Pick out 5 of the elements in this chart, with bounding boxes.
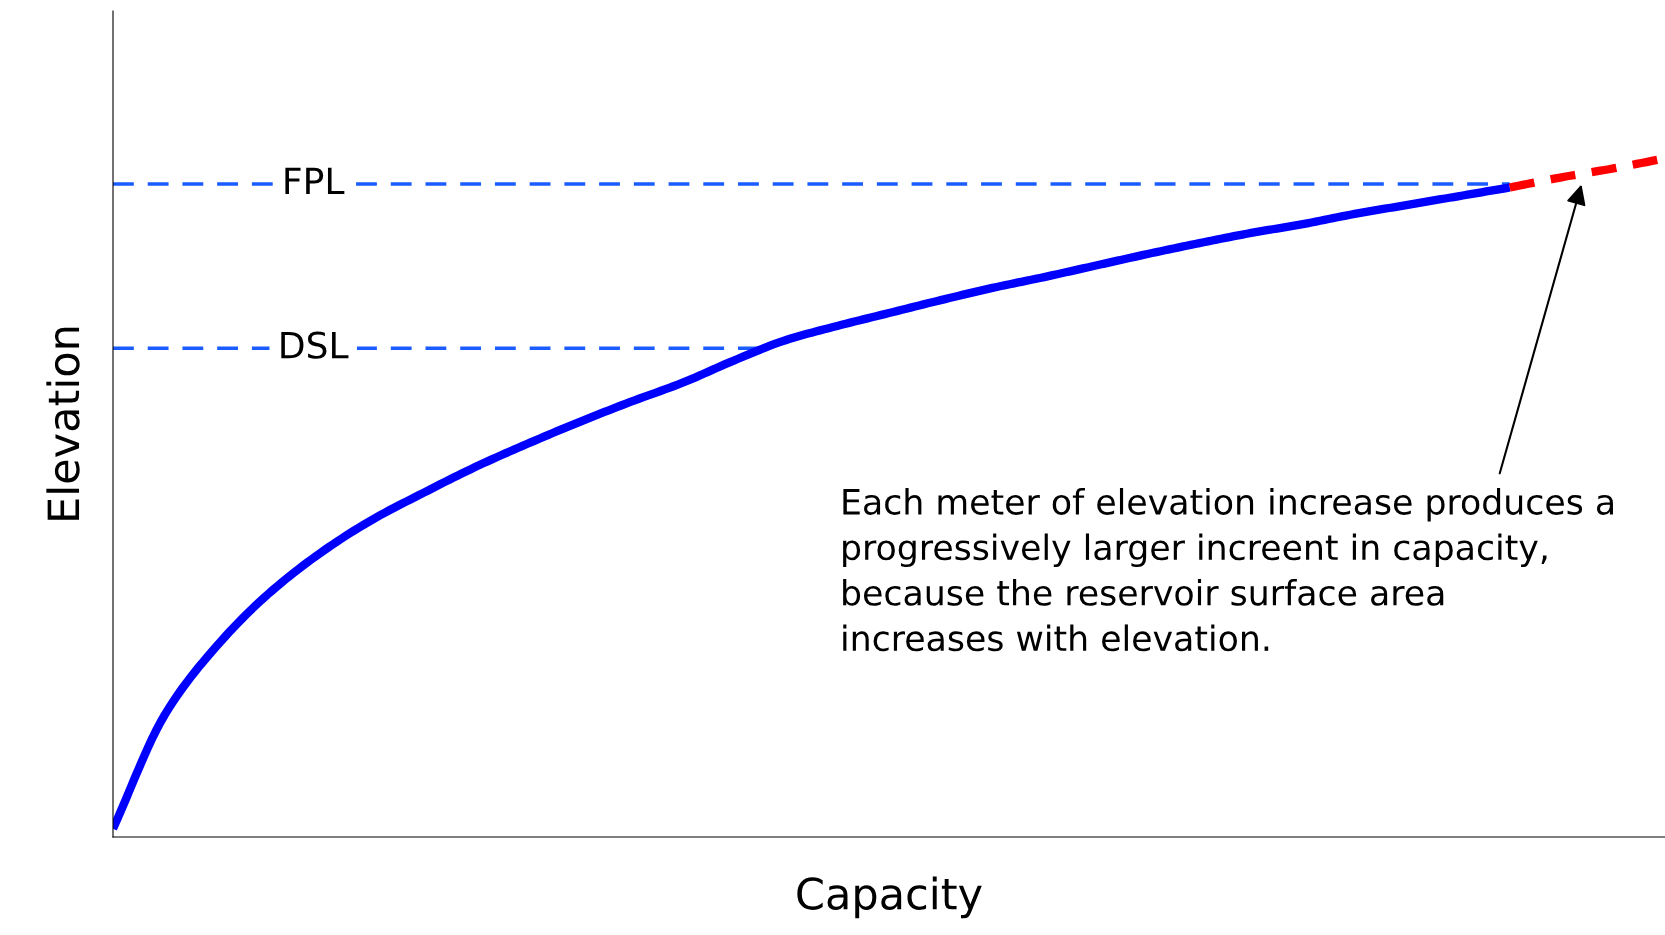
annotation: Each meter of elevation increase produces a progressively larger increent in capacity, because the reservoir surface area increases with elevation. (843, 488, 1613, 652)
ref-line-label: FPL (285, 167, 345, 195)
y-axis-title: Elevation (46, 327, 80, 520)
x-axis-title: Capacity (797, 876, 982, 919)
ref-line-label: DSL (281, 331, 349, 359)
